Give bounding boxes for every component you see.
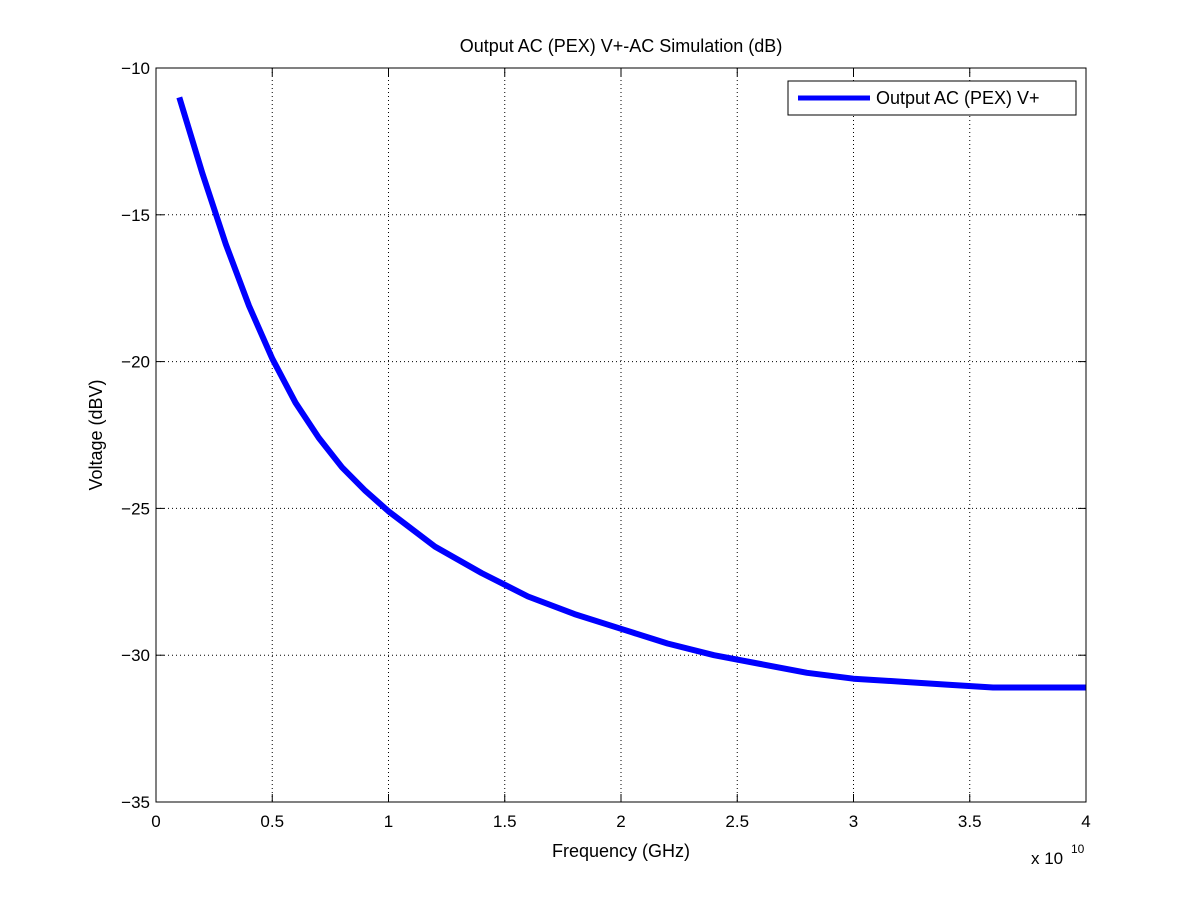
y-tick-label: −10 xyxy=(121,59,150,78)
y-tick-label: −25 xyxy=(121,499,150,518)
x-tick-label: 2 xyxy=(616,812,625,831)
legend-box xyxy=(787,80,1077,116)
x-tick-label: 1 xyxy=(384,812,393,831)
x-exponent-base: x 10 xyxy=(1031,849,1063,868)
grid-lines xyxy=(156,68,1086,802)
y-tick-label: −30 xyxy=(121,646,150,665)
y-tick-labels: −35 −30 −25 −20 −15 −10 xyxy=(121,59,150,812)
chart-title: Output AC (PEX) V+-AC Simulation (dB) xyxy=(460,36,783,56)
series-line xyxy=(176,96,1086,691)
plot-area xyxy=(155,67,1087,803)
x-tick-label: 3 xyxy=(849,812,858,831)
legend-label: Output AC (PEX) V+ xyxy=(876,88,1040,108)
x-tick-label: 0.5 xyxy=(260,812,284,831)
y-tick-label: −20 xyxy=(121,353,150,372)
x-tick-label: 3.5 xyxy=(958,812,982,831)
x-exponent-power: 10 xyxy=(1071,842,1085,856)
x-tick-label: 0 xyxy=(151,812,160,831)
x-tick-labels: 0 0.5 1 1.5 2 2.5 3 3.5 4 xyxy=(151,812,1090,831)
x-tick-label: 1.5 xyxy=(493,812,517,831)
plot-area-border xyxy=(155,67,1087,803)
series-lines xyxy=(176,96,1086,691)
y-axis-label: Voltage (dBV) xyxy=(86,379,106,490)
y-tick-label: −35 xyxy=(121,793,150,812)
y-tick-label: −15 xyxy=(121,206,150,225)
legend: Output AC (PEX) V+ xyxy=(787,80,1077,116)
x-tick-label: 2.5 xyxy=(725,812,749,831)
x-axis-label: Frequency (GHz) xyxy=(552,841,690,861)
x-tick-label: 4 xyxy=(1081,812,1090,831)
